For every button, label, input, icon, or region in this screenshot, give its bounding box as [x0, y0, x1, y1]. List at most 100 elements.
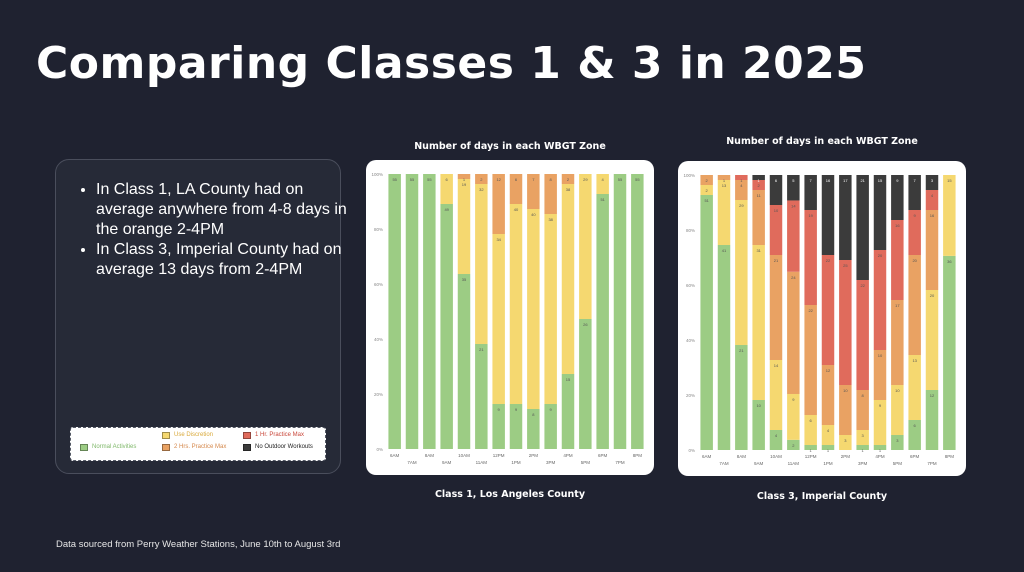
- y-tick-label: 0%: [376, 447, 383, 452]
- data-label: 6: [446, 177, 449, 182]
- data-label: 3: [844, 438, 847, 443]
- bar-segment: [821, 445, 835, 450]
- bar-segment: [596, 194, 609, 449]
- summary-card: In Class 1, LA County had on average any…: [55, 159, 347, 474]
- x-tick-label: 8PM: [945, 454, 955, 459]
- data-label: 1: [862, 448, 865, 453]
- data-label: 21: [739, 348, 744, 353]
- bar-segment: [873, 175, 887, 250]
- data-label: 31: [756, 248, 761, 253]
- data-label: 2: [706, 178, 709, 183]
- bar-segment: [457, 179, 471, 274]
- bullet-list: In Class 1, LA County had on average any…: [76, 180, 351, 280]
- data-label: 55: [427, 177, 432, 182]
- bar-segment: [769, 430, 783, 450]
- data-label: 35: [462, 277, 467, 282]
- data-label: 22: [826, 258, 831, 263]
- x-tick-label: 7AM: [407, 460, 417, 465]
- bar-segment: [943, 255, 956, 450]
- legend-label: Normal Activities: [92, 444, 137, 450]
- bar-segment: [579, 174, 592, 319]
- data-label: 3: [896, 438, 899, 443]
- bar-segment: [856, 445, 869, 450]
- data-label: 14: [774, 363, 779, 368]
- data-label: 41: [722, 248, 727, 253]
- data-label: 6: [515, 177, 518, 182]
- data-label: 32: [479, 187, 484, 192]
- bar-segment: [925, 390, 939, 450]
- data-label: 17: [843, 178, 848, 183]
- bar-segment: [787, 200, 800, 272]
- data-label: 51: [600, 197, 605, 202]
- stacked-bar-chart-class-1: 0%20%40%60%80%100%556AM557AM558AM4969AM3…: [371, 172, 644, 465]
- data-label: 49: [444, 207, 449, 212]
- chart-panel-class-3: 0% 20% 40% 60% 80% 100% 51 2 2 6AM 41 13 1 7AM 21 29 4 1 8…: [678, 161, 966, 476]
- bar-segment: [908, 355, 921, 420]
- x-tick-label: 6AM: [702, 454, 712, 459]
- y-tick-label: 0%: [688, 448, 695, 453]
- bar-segment: [752, 400, 765, 450]
- bar-segment: [752, 175, 765, 180]
- y-tick-label: 80%: [374, 227, 383, 232]
- data-label: 22: [860, 283, 865, 288]
- bar-segment: [856, 280, 869, 390]
- data-label: 10: [756, 403, 761, 408]
- bar-segment: [752, 180, 765, 190]
- data-label: 12: [496, 177, 501, 182]
- chart-panel-class-1: 0% 20% 40% 60% 80% 100% 55 6AM 55 7AM 55 8AM 49 6 9AM 3…: [366, 160, 654, 475]
- data-label: 40: [531, 212, 536, 217]
- bar-segment: [787, 439, 800, 450]
- bar-segment: [943, 175, 956, 256]
- data-label: 21: [774, 258, 779, 263]
- legend-swatch: [243, 432, 251, 439]
- chart-heading-class-3: Number of days in each WBGT Zone: [726, 136, 918, 147]
- bar-segment: [804, 305, 817, 415]
- data-label: 10: [774, 208, 779, 213]
- bar-segment: [839, 260, 852, 385]
- data-label: 26: [583, 322, 588, 327]
- data-label: 36: [947, 259, 952, 264]
- x-tick-label: 4PM: [563, 453, 573, 458]
- data-label: 34: [496, 237, 501, 242]
- x-tick-label: 1PM: [511, 460, 521, 465]
- data-label: 6: [914, 423, 917, 428]
- bar-segment: [873, 250, 887, 350]
- bar-segment: [839, 435, 852, 450]
- data-label: 29: [583, 177, 588, 182]
- data-label: 7: [532, 177, 535, 182]
- data-label: 15: [947, 178, 952, 183]
- bar-segment: [527, 209, 540, 409]
- x-tick-label: 2PM: [841, 454, 851, 459]
- x-tick-label: 1PM: [823, 461, 833, 466]
- data-label: 2: [480, 177, 483, 182]
- data-label: 9: [498, 407, 501, 412]
- data-label: 16: [895, 223, 900, 228]
- y-tick-label: 100%: [683, 173, 695, 178]
- bar-segment: [475, 184, 488, 344]
- bar-segment: [925, 175, 939, 190]
- data-label: 6: [810, 418, 813, 423]
- x-tick-label: 11AM: [788, 461, 800, 466]
- bar-segment: [440, 204, 453, 449]
- data-label: 15: [878, 178, 883, 183]
- stacked-bar-chart-class-3: 0%20%40%60%80%100%51226AM411317AM2129418…: [683, 173, 956, 466]
- data-label: 8: [532, 412, 535, 417]
- legend-label: No Outdoor Workouts: [255, 444, 313, 450]
- data-label: 7: [810, 178, 813, 183]
- data-label: 16: [826, 178, 831, 183]
- bar-segment: [787, 271, 800, 394]
- bar-segment: [925, 210, 939, 290]
- data-label: 1: [463, 177, 466, 182]
- data-label: 7: [914, 178, 917, 183]
- bar-segment: [873, 350, 887, 400]
- bar-segment: [527, 174, 540, 209]
- bar-segment: [804, 415, 817, 445]
- data-label: 9: [515, 407, 518, 412]
- bar-segment: [856, 430, 869, 445]
- bar-segment: [804, 175, 817, 210]
- data-label: 55: [392, 177, 397, 182]
- bar-segment: [527, 409, 540, 449]
- x-tick-label: 12PM: [493, 453, 505, 458]
- bar-segment: [492, 174, 505, 234]
- bar-segment: [561, 184, 575, 374]
